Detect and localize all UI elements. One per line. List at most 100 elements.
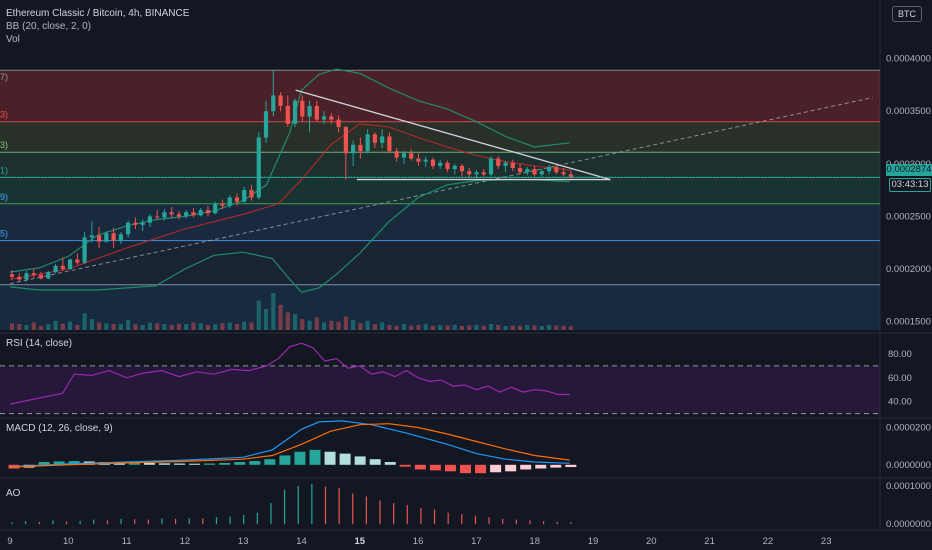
candle-body [467, 171, 472, 175]
candle-body [147, 216, 152, 223]
volume-bar [191, 322, 196, 330]
candle [452, 163, 457, 175]
volume-bar [147, 322, 152, 330]
vol-legend[interactable]: Vol [6, 34, 20, 45]
rsi-legend[interactable]: RSI (14, close) [6, 338, 73, 349]
volume-bar [271, 293, 276, 330]
candle-body [351, 144, 356, 154]
candle [292, 98, 298, 127]
candle-body [343, 126, 348, 154]
candle-body [474, 172, 479, 175]
fib-zone [0, 121, 880, 153]
candle-body [82, 237, 87, 263]
macd-histogram-bar [520, 464, 532, 470]
candle [394, 148, 399, 162]
volume-bar [336, 321, 341, 330]
time-axis-label: 10 [63, 536, 74, 547]
volume-bar [365, 320, 370, 330]
candle [343, 125, 348, 180]
candle [96, 226, 102, 248]
candle [227, 195, 232, 208]
time-axis-label: 20 [646, 536, 657, 547]
volume-bar [213, 324, 218, 330]
candle-body [53, 265, 58, 273]
macd-histogram-bar [264, 459, 276, 465]
fib-edge-label: 7) [0, 72, 8, 82]
candle-body [314, 105, 319, 120]
candle [53, 263, 58, 274]
volume-bar [459, 325, 465, 330]
volume-bar [285, 312, 290, 330]
candle-body [554, 166, 559, 173]
volume-bar [9, 323, 15, 330]
candle-body [9, 274, 15, 277]
time-axis-label: 21 [704, 536, 715, 547]
volume-bar [401, 324, 407, 330]
volume-bar [503, 325, 508, 330]
candle [372, 132, 377, 149]
candle-body [568, 174, 573, 178]
candle-body [409, 153, 414, 159]
candle [140, 219, 145, 232]
symbol-title: Ethereum Classic / Bitcoin, 4h, BINANCE [6, 8, 190, 19]
volume-bar [467, 325, 472, 330]
candle-body [17, 276, 22, 280]
macd-histogram-bar [490, 464, 502, 473]
volume-bar [133, 324, 138, 330]
candle [423, 156, 428, 167]
candle-body [496, 158, 501, 166]
macd-histogram-bar [339, 453, 351, 465]
rsi-axis-label: 80.00 [888, 349, 912, 360]
volume-bar [358, 323, 363, 330]
candle [430, 157, 436, 170]
volume-bar [561, 325, 566, 330]
currency-badge[interactable]: BTC [892, 6, 922, 22]
volume-bar [140, 324, 145, 330]
last-price-tag: 0.0002874 [886, 164, 932, 176]
candle-body [488, 158, 494, 175]
macd-histogram-bar [309, 449, 321, 465]
volume-bar [24, 324, 29, 330]
volume-bar [510, 325, 515, 330]
bb-legend[interactable]: BB (20, close, 2, 0) [6, 21, 92, 32]
candle-body [380, 136, 385, 143]
candle [321, 111, 327, 124]
volume-bar [539, 325, 544, 330]
macd-histogram-bar [53, 461, 65, 465]
candle [517, 163, 523, 175]
candle [459, 163, 465, 177]
rsi-axis-label: 60.00 [888, 373, 912, 384]
volume-bar [82, 313, 87, 330]
price-axis-label: 0.0002000 [886, 264, 931, 275]
candle [162, 209, 167, 221]
fib-zone [0, 284, 880, 330]
candle [205, 205, 211, 217]
candle-body [111, 233, 116, 241]
time-axis-label: 12 [180, 536, 191, 547]
macd-legend[interactable]: MACD (12, 26, close, 9) [6, 423, 113, 434]
macd-histogram-bar [550, 464, 562, 468]
candle [89, 221, 94, 243]
volume-bar [394, 325, 399, 330]
volume-bar [278, 304, 283, 330]
candle [300, 95, 305, 122]
time-axis-label: 18 [529, 536, 540, 547]
candle-body [104, 233, 109, 242]
candle-body [249, 190, 254, 198]
candle-body [292, 100, 298, 124]
candle-body [358, 144, 363, 152]
candle [380, 129, 385, 149]
fib-zone [0, 70, 880, 122]
macd-histogram-bar [174, 463, 186, 465]
candle-body [336, 119, 341, 127]
ao-legend[interactable]: AO [6, 488, 21, 499]
candle [126, 220, 131, 238]
candle [438, 159, 443, 170]
volume-bar [329, 320, 334, 330]
candle [67, 258, 73, 271]
candle-body [89, 235, 94, 238]
candle-body [278, 95, 283, 106]
fib-zone [0, 240, 880, 285]
volume-bar [227, 322, 232, 330]
